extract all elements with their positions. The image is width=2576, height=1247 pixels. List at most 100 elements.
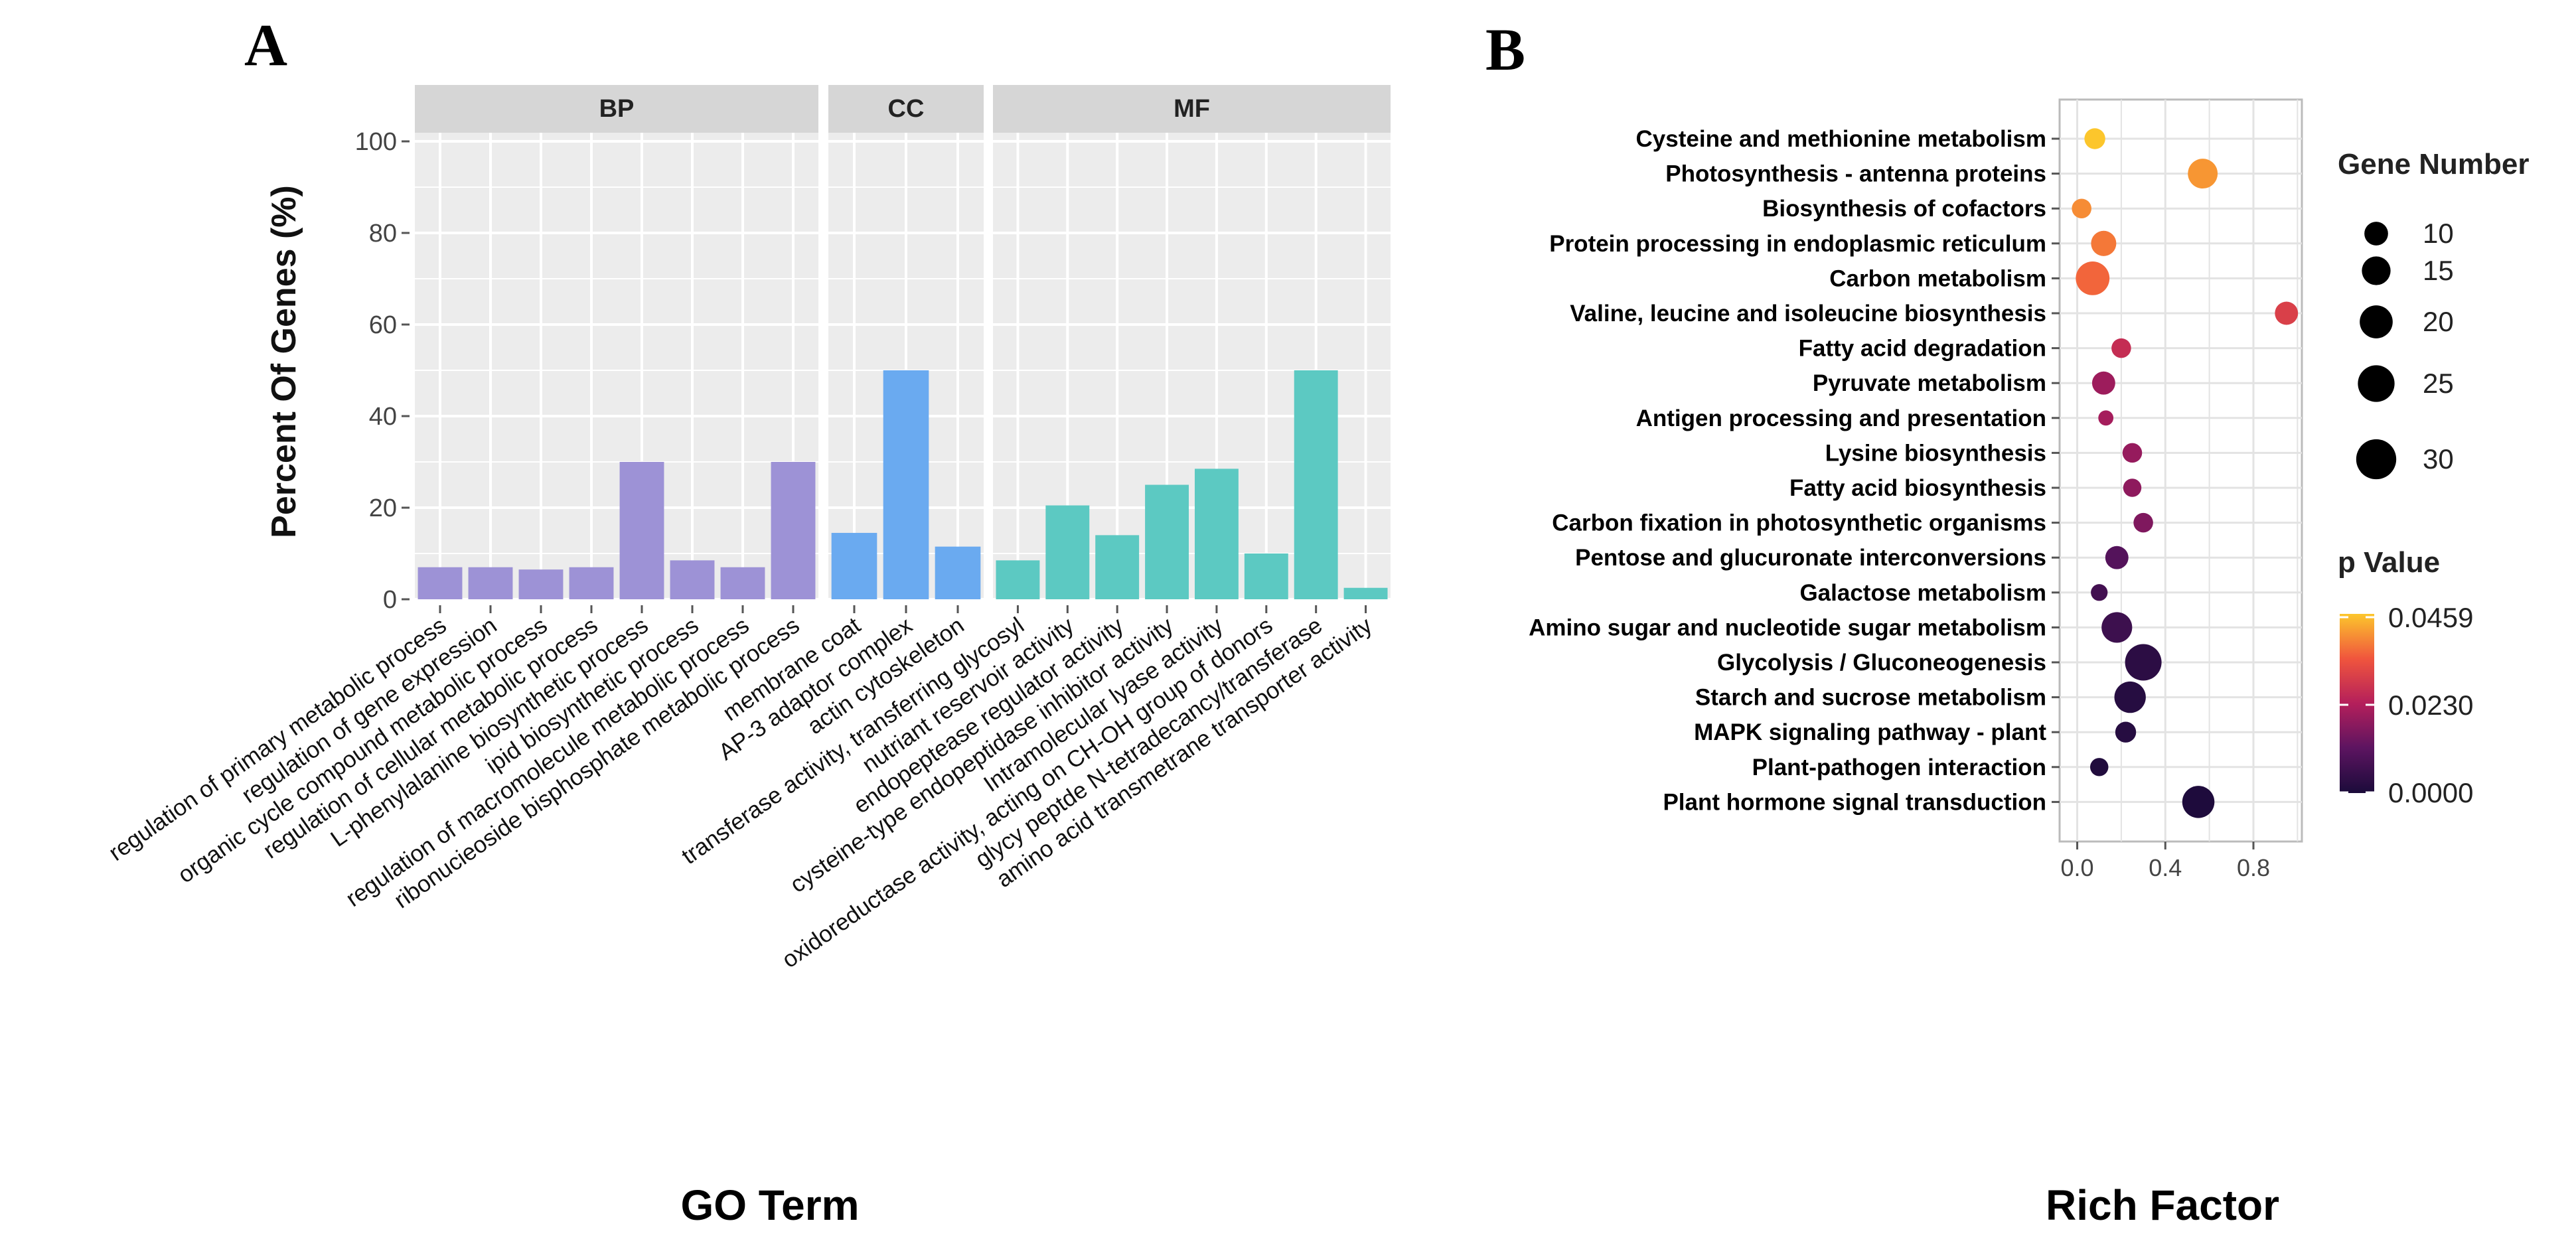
- size-legend-dot: [2356, 439, 2397, 480]
- pathway-label: Biosynthesis of cofactors: [1762, 196, 2046, 222]
- pathway-label: MAPK signaling pathway - plant: [1694, 719, 2046, 745]
- bar: [1145, 484, 1189, 599]
- panel-a-letter: A: [244, 13, 287, 78]
- pathway-label: Glycolysis / Gluconeogenesis: [1717, 650, 2046, 676]
- y-tick-label: 40: [369, 403, 397, 431]
- size-legend-label: 20: [2423, 306, 2454, 337]
- facet-strip-label: CC: [888, 95, 925, 123]
- pathway-bubble: [2101, 612, 2133, 643]
- pathway-bubble: [2072, 198, 2091, 218]
- x-tick-label: 0.4: [2149, 854, 2182, 881]
- y-tick-label: 80: [369, 220, 397, 248]
- x-axis-title: Rich Factor: [2046, 1181, 2279, 1229]
- pathway-bubble: [2089, 758, 2109, 776]
- color-legend-label: 0.0230: [2388, 690, 2473, 721]
- y-tick-label: 20: [369, 494, 397, 522]
- size-legend-dot: [2364, 222, 2388, 246]
- pathway-label: Lysine biosynthesis: [1825, 440, 2046, 466]
- bar: [771, 462, 816, 599]
- pathway-label: Starch and sucrose metabolism: [1695, 685, 2046, 711]
- pathway-bubble: [2182, 786, 2215, 818]
- pathway-label: Pentose and glucuronate interconversions: [1575, 545, 2046, 571]
- pathway-label: Valine, leucine and isoleucine biosynthe…: [1570, 301, 2046, 327]
- pathway-bubble: [2125, 644, 2162, 681]
- pathway-label: Carbon fixation in photosynthetic organi…: [1552, 510, 2046, 536]
- go-bar-chart: Percent Of Genes (%)020406080100BPregula…: [104, 85, 1391, 1229]
- facet-strip-mf: [993, 85, 1391, 133]
- pathway-bubble: [2188, 159, 2218, 189]
- pathway-label: Fatty acid biosynthesis: [1789, 475, 2046, 501]
- size-legend-label: 25: [2423, 368, 2454, 399]
- pathway-bubble: [2084, 128, 2105, 149]
- bar: [417, 567, 463, 599]
- facet-panel-bp: [415, 126, 818, 601]
- size-legend-label: 30: [2423, 443, 2454, 475]
- pathway-label: Photosynthesis - antenna proteins: [1665, 161, 2046, 187]
- bar: [1194, 469, 1239, 599]
- plot-panel: [2058, 98, 2303, 843]
- x-axis-title: GO Term: [680, 1181, 859, 1229]
- pathway-label: Cysteine and methionine metabolism: [1636, 126, 2046, 152]
- bar: [569, 567, 614, 599]
- size-legend-dot: [2360, 305, 2393, 338]
- pathway-label: Fatty acid degradation: [1799, 336, 2046, 362]
- bar: [518, 569, 564, 599]
- pathway-bubble: [2098, 410, 2114, 426]
- pathway-bubble: [2076, 261, 2110, 295]
- bar: [996, 560, 1040, 599]
- facet-strip-cc: [828, 85, 984, 133]
- size-legend-label: 15: [2423, 255, 2454, 286]
- pathway-label: Plant-pathogen interaction: [1752, 755, 2046, 780]
- x-tick-label: 0.8: [2237, 854, 2270, 881]
- pathway-bubble: [2115, 721, 2137, 743]
- pathway-bubble: [2122, 443, 2143, 463]
- pathway-label: Carbon metabolism: [1829, 265, 2046, 291]
- y-tick-label: 60: [369, 311, 397, 339]
- facet-strip-label: MF: [1174, 95, 1210, 123]
- kegg-bubble-chart: Cysteine and methionine metabolism Photos…: [1529, 98, 2530, 1229]
- pathway-bubble: [2105, 546, 2129, 569]
- pathway-bubble: [2114, 681, 2146, 713]
- pathway-label: Protein processing in endoplasmic reticu…: [1549, 231, 2046, 257]
- bar: [670, 560, 715, 599]
- bar: [720, 567, 765, 599]
- size-legend-title: Gene Number: [2338, 148, 2530, 181]
- pathway-label: Plant hormone signal transduction: [1663, 789, 2046, 815]
- bar: [1294, 370, 1338, 599]
- bar: [1045, 505, 1090, 599]
- y-tick-label: 0: [383, 586, 397, 614]
- facet-strip-bp: [415, 85, 818, 133]
- y-axis-title: Percent Of Genes (%): [265, 185, 303, 538]
- pathway-label: Pyruvate metabolism: [1813, 370, 2046, 396]
- y-tick-label: 100: [355, 128, 397, 156]
- pathway-bubble: [2091, 230, 2117, 256]
- pathway-bubble: [2091, 584, 2108, 601]
- pathway-bubble: [2111, 338, 2131, 358]
- bar: [831, 532, 877, 599]
- size-legend-dot: [2358, 365, 2395, 402]
- color-legend-bar: [2340, 614, 2374, 793]
- color-legend-label: 0.0459: [2388, 602, 2473, 633]
- pathway-bubble: [2091, 371, 2115, 395]
- panel-b-letter: B: [1485, 17, 1525, 83]
- bar: [883, 370, 929, 599]
- pathway-bubble: [2133, 512, 2153, 533]
- color-legend-label: 0.0000: [2388, 777, 2473, 808]
- bar: [619, 462, 664, 599]
- bar: [1095, 535, 1140, 599]
- x-tick-label: 0.0: [2061, 854, 2094, 881]
- facet-strip-label: BP: [599, 95, 635, 123]
- pathway-bubble: [2275, 301, 2299, 325]
- color-legend-title: p Value: [2338, 546, 2440, 579]
- pathway-label: Antigen processing and presentation: [1636, 405, 2046, 431]
- bar: [1244, 553, 1288, 599]
- bar: [935, 546, 981, 599]
- bar: [1343, 587, 1388, 599]
- size-legend-label: 10: [2423, 218, 2454, 249]
- size-legend-dot: [2362, 256, 2391, 285]
- pathway-label: Galactose metabolism: [1799, 580, 2046, 606]
- pathway-label: Amino sugar and nucleotide sugar metabol…: [1529, 615, 2046, 640]
- pathway-bubble: [2123, 478, 2142, 497]
- bar: [468, 567, 513, 599]
